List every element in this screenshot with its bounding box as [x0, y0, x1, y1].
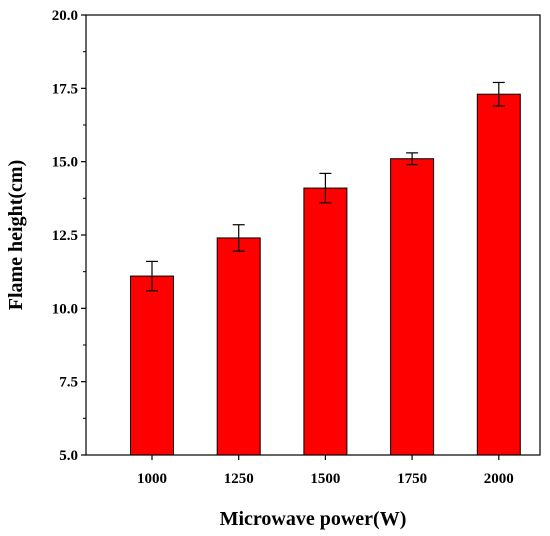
y-tick-label: 10.0 [52, 301, 78, 317]
y-tick-label: 5.0 [59, 448, 78, 464]
y-tick-label: 12.5 [52, 228, 78, 244]
bar-1500 [303, 187, 348, 456]
bars-group [130, 93, 521, 456]
y-axis-title: Flame height(cm) [5, 160, 27, 311]
y-tick-label: 20.0 [52, 8, 78, 24]
bar-1000 [130, 275, 174, 456]
x-axis-title: Microwave power(W) [220, 508, 407, 530]
error-bar-2000 [492, 81, 505, 107]
error-bar-1750 [406, 152, 419, 166]
x-ticks-group: 1000 1250 1500 1750 2000 [137, 455, 514, 487]
y-tick-label: 7.5 [59, 375, 78, 391]
error-bar-1500 [319, 172, 332, 204]
x-tick-label: 1750 [397, 471, 427, 487]
bar-2000 [476, 93, 521, 456]
error-bars-group [146, 81, 505, 292]
bar-1250 [216, 237, 261, 456]
x-tick-label: 1250 [224, 471, 254, 487]
x-tick-label: 1500 [310, 471, 340, 487]
y-tick-label: 17.5 [52, 81, 78, 97]
bar-1750 [390, 158, 435, 456]
error-bar-1250 [232, 224, 245, 252]
x-tick-label: 1000 [137, 471, 167, 487]
x-tick-label: 2000 [484, 471, 514, 487]
y-tick-label: 15.0 [52, 155, 78, 171]
error-bar-1000 [146, 260, 158, 292]
y-ticks-group: 5.0 7.5 10.0 12.5 15.0 17.5 20.0 [52, 8, 86, 464]
